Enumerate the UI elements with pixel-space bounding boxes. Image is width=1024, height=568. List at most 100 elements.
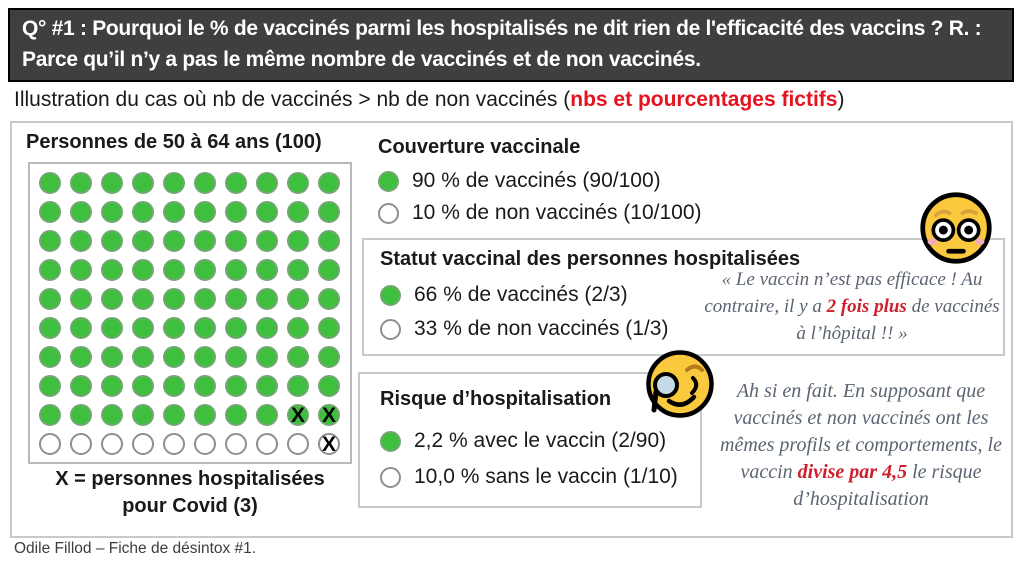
green-dot-icon: [380, 430, 401, 452]
person-vaccinated-dot: [318, 230, 340, 252]
risk-item-vaccinated: 2,2 % avec le vaccin (2/90): [380, 426, 666, 456]
green-dot-icon: [380, 284, 401, 306]
quote-part1: « Le vaccin n’est pas efficace ! Au cont…: [704, 269, 983, 317]
risk-item-label: 2,2 % avec le vaccin (2/90): [414, 429, 667, 452]
status-item-label: 66 % de vaccinés (2/3): [414, 283, 628, 306]
person-vaccinated-dot: [132, 172, 154, 194]
person-vaccinated-dot: [101, 172, 123, 194]
rebuttal-highlight: divise par 4,5: [797, 461, 908, 483]
person-vaccinated-dot: [163, 201, 185, 223]
quote-part2: de vaccinés à l’hôpital !! »: [796, 296, 1000, 344]
status-title: Statut vaccinal des personnes hospitalis…: [380, 248, 801, 270]
subtitle-text: Illustration du cas où nb de vaccinés > …: [14, 88, 564, 111]
person-vaccinated-dot: [256, 404, 278, 426]
person-vaccinated-dot: [225, 259, 247, 281]
person-unvaccinated-dot: [256, 433, 278, 455]
flushed-face-emoji-icon: [918, 190, 994, 266]
person-vaccinated-dot: [101, 346, 123, 368]
grid-caption-line1: X = personnes hospitalisées: [55, 468, 325, 490]
person-vaccinated-dot: [287, 375, 309, 397]
person-vaccinated-dot: [70, 346, 92, 368]
person-unvaccinated-dot: [225, 433, 247, 455]
person-vaccinated-dot: [194, 288, 216, 310]
person-vaccinated-dot: [70, 259, 92, 281]
grid-caption: X = personnes hospitalisées pour Covid (…: [28, 466, 352, 520]
person-vaccinated-dot: [318, 172, 340, 194]
person-vaccinated-dot-hospitalized: [287, 404, 309, 426]
quote-highlight: 2 fois plus: [826, 296, 907, 317]
person-vaccinated-dot: [225, 201, 247, 223]
subtitle-paren-open: (: [563, 88, 571, 111]
person-vaccinated-dot: [70, 172, 92, 194]
person-vaccinated-dot: [39, 201, 61, 223]
person-vaccinated-dot: [194, 346, 216, 368]
person-unvaccinated-dot: [70, 433, 92, 455]
person-vaccinated-dot-hospitalized: [318, 404, 340, 426]
person-vaccinated-dot: [39, 172, 61, 194]
person-vaccinated-dot: [132, 201, 154, 223]
person-unvaccinated-dot: [287, 433, 309, 455]
person-vaccinated-dot: [163, 288, 185, 310]
person-vaccinated-dot: [194, 230, 216, 252]
rebuttal-part2: le risque d’hospitalisation: [793, 461, 982, 510]
person-vaccinated-dot: [163, 375, 185, 397]
person-vaccinated-dot: [70, 230, 92, 252]
person-vaccinated-dot: [163, 317, 185, 339]
person-vaccinated-dot: [287, 172, 309, 194]
person-vaccinated-dot: [194, 259, 216, 281]
person-vaccinated-dot: [287, 259, 309, 281]
person-vaccinated-dot: [70, 288, 92, 310]
coverage-item-vaccinated: 90 % de vaccinés (90/100): [378, 166, 661, 196]
subtitle: Illustration du cas où nb de vaccinés > …: [14, 88, 844, 112]
person-vaccinated-dot: [256, 346, 278, 368]
status-item-vaccinated: 66 % de vaccinés (2/3): [380, 280, 628, 310]
hospitalisation-risk-box: Risque d’hospitalisation 2,2 % avec le v…: [358, 372, 702, 508]
naive-quote: « Le vaccin n’est pas efficace ! Au cont…: [702, 266, 1002, 347]
person-vaccinated-dot: [225, 375, 247, 397]
person-vaccinated-dot: [163, 346, 185, 368]
status-item-unvaccinated: 33 % de non vaccinés (1/3): [380, 314, 668, 344]
status-item-label: 33 % de non vaccinés (1/3): [414, 317, 669, 340]
person-vaccinated-dot: [70, 317, 92, 339]
person-grid: [28, 162, 352, 464]
subtitle-paren-close: ): [837, 88, 845, 111]
coverage-item-label: 90 % de vaccinés (90/100): [412, 169, 661, 192]
coverage-item-unvaccinated: 10 % de non vaccinés (10/100): [378, 198, 702, 228]
person-vaccinated-dot: [287, 230, 309, 252]
person-vaccinated-dot: [101, 288, 123, 310]
person-vaccinated-dot: [39, 288, 61, 310]
green-dot-icon: [378, 170, 399, 192]
person-vaccinated-dot: [256, 201, 278, 223]
person-vaccinated-dot: [132, 404, 154, 426]
subtitle-highlight: nbs et pourcentages fictifs: [570, 88, 838, 111]
population-title: Personnes de 50 à 64 ans (100): [26, 131, 322, 153]
person-unvaccinated-dot-hospitalized: [318, 433, 340, 455]
person-vaccinated-dot: [39, 230, 61, 252]
hospital-status-box: Statut vaccinal des personnes hospitalis…: [362, 238, 1005, 356]
person-vaccinated-dot: [225, 404, 247, 426]
rebuttal-part1: Ah si en fait. En supposant que vaccinés…: [720, 380, 1002, 483]
person-vaccinated-dot: [39, 317, 61, 339]
person-vaccinated-dot: [132, 259, 154, 281]
person-vaccinated-dot: [132, 317, 154, 339]
person-vaccinated-dot: [101, 201, 123, 223]
person-unvaccinated-dot: [132, 433, 154, 455]
person-vaccinated-dot: [194, 375, 216, 397]
white-dot-icon: [378, 202, 399, 224]
person-vaccinated-dot: [194, 201, 216, 223]
person-vaccinated-dot: [132, 346, 154, 368]
person-vaccinated-dot: [101, 230, 123, 252]
person-vaccinated-dot: [318, 259, 340, 281]
white-dot-icon: [380, 466, 401, 488]
person-unvaccinated-dot: [194, 433, 216, 455]
person-unvaccinated-dot: [163, 433, 185, 455]
person-vaccinated-dot: [256, 375, 278, 397]
person-vaccinated-dot: [163, 404, 185, 426]
person-vaccinated-dot: [225, 172, 247, 194]
person-vaccinated-dot: [256, 230, 278, 252]
person-vaccinated-dot: [256, 259, 278, 281]
coverage-title: Couverture vaccinale: [378, 136, 581, 158]
person-vaccinated-dot: [318, 346, 340, 368]
person-vaccinated-dot: [256, 288, 278, 310]
